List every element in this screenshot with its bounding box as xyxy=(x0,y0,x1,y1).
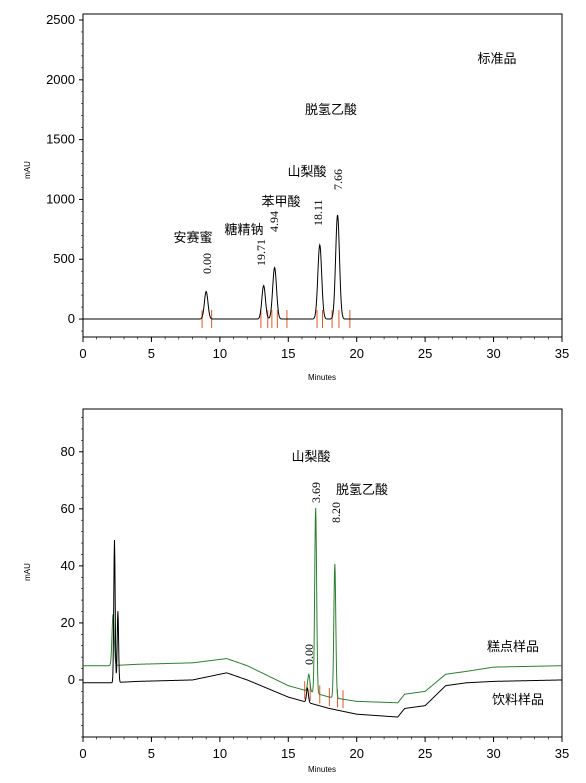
x-axis-ticks: 0 5 10 15 20 25 30 35 xyxy=(79,337,569,361)
series-line xyxy=(83,214,562,320)
y-tick-label: 2500 xyxy=(46,12,75,27)
x-tick-label: 30 xyxy=(486,746,500,761)
y-tick-label: 2000 xyxy=(46,72,75,87)
sample-type-label: 标准品 xyxy=(477,52,516,67)
y-tick-label: 500 xyxy=(53,251,75,266)
peak-value-label: 18.11 xyxy=(311,199,325,226)
peak-name-benzoic-acid: 苯甲酸 xyxy=(261,195,300,210)
x-tick-label: 25 xyxy=(418,746,432,761)
series-line xyxy=(83,507,562,704)
y-tick-label: 80 xyxy=(61,444,75,459)
y-axis-label: mAU xyxy=(23,563,32,581)
series-group xyxy=(83,214,562,320)
x-tick-label: 20 xyxy=(349,346,363,361)
x-tick-label: 5 xyxy=(148,346,155,361)
x-tick-label: 0 xyxy=(79,746,86,761)
peak-name-dehydroacetic-acid: 脱氢乙酸 xyxy=(336,483,388,498)
y-axis-ticks: 0 20 40 60 80 xyxy=(61,417,83,738)
peak-name-acesulfame: 安赛蜜 xyxy=(173,230,212,246)
y-tick-label: 0 xyxy=(68,311,75,326)
y-tick-label: 1500 xyxy=(46,132,75,147)
x-tick-label: 5 xyxy=(148,746,155,761)
peak-name-dehydroacetic-acid: 脱氢乙酸 xyxy=(305,103,357,118)
x-axis-label: Minutes xyxy=(308,373,336,382)
sample-chromatogram: 0 20 40 60 80 0 5 10 15 20 25 30 35 mAU Minutes 山梨酸… xyxy=(23,408,569,774)
series-group xyxy=(83,507,562,718)
y-tick-label: 40 xyxy=(61,558,75,573)
x-tick-label: 35 xyxy=(555,346,569,361)
plot-frame xyxy=(82,408,563,738)
x-tick-label: 35 xyxy=(555,746,569,761)
y-tick-label: 20 xyxy=(61,615,75,630)
y-tick-label: 0 xyxy=(68,672,75,687)
x-tick-label: 30 xyxy=(486,346,500,361)
x-tick-label: 10 xyxy=(213,346,227,361)
x-tick-label: 0 xyxy=(79,346,86,361)
peak-value-label: 0.00 xyxy=(302,644,316,665)
x-axis-ticks: 0 5 10 15 20 25 30 35 xyxy=(79,737,569,761)
x-tick-label: 25 xyxy=(418,346,432,361)
peak-value-label: 0.00 xyxy=(200,253,214,274)
peak-markers xyxy=(201,310,351,329)
y-axis-ticks: 0 500 1000 1500 2000 2500 xyxy=(46,12,83,332)
peak-value-label: 7.66 xyxy=(331,169,345,190)
peak-name-sorbic-acid: 山梨酸 xyxy=(291,450,330,465)
x-tick-label: 15 xyxy=(281,346,295,361)
x-axis-label: Minutes xyxy=(308,765,336,774)
peak-value-label: 4.94 xyxy=(267,211,281,232)
peak-value-label: 3.69 xyxy=(309,482,323,503)
y-tick-label: 1000 xyxy=(46,191,75,206)
trace-label-pastry: 糕点样品 xyxy=(487,640,539,655)
peak-value-label: 8.20 xyxy=(329,502,343,523)
x-tick-label: 10 xyxy=(213,746,227,761)
peak-value-label: 19.71 xyxy=(254,239,268,266)
x-tick-label: 20 xyxy=(349,746,363,761)
series-line xyxy=(83,539,562,718)
peak-name-sorbic-acid: 山梨酸 xyxy=(287,165,326,180)
trace-label-beverage: 饮料样品 xyxy=(492,693,544,708)
y-axis-label: mAU xyxy=(23,161,32,179)
peak-name-saccharin: 糖精钠 xyxy=(224,222,263,238)
y-tick-label: 60 xyxy=(61,501,75,516)
x-tick-label: 15 xyxy=(281,746,295,761)
